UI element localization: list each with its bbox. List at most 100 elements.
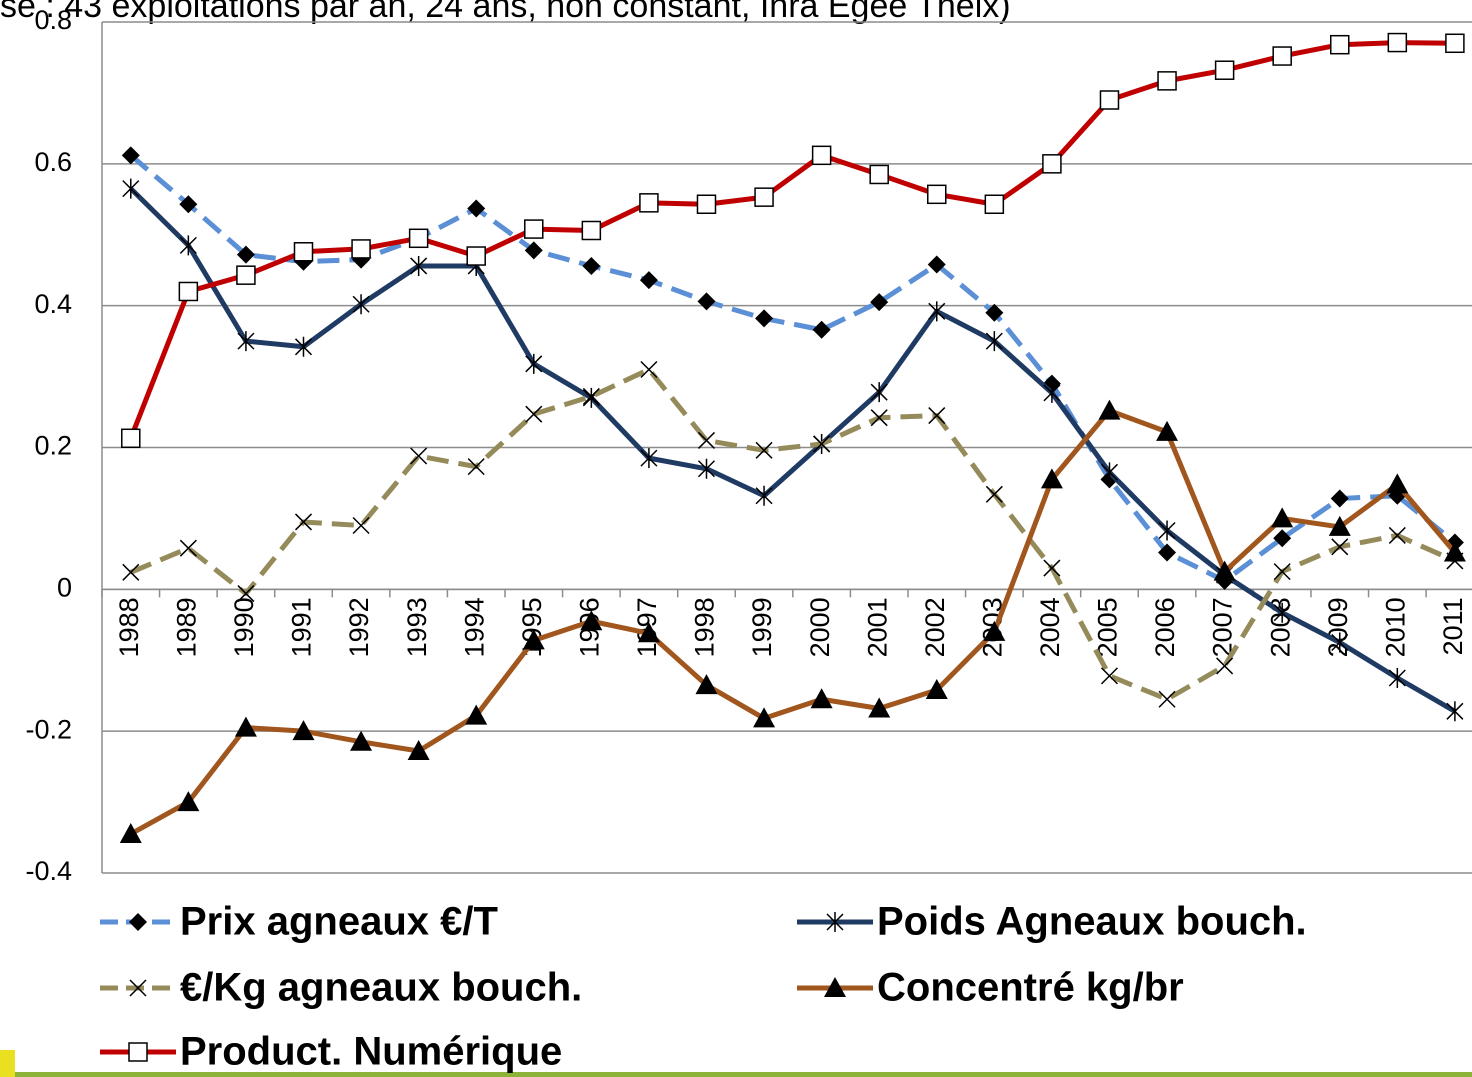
marker <box>870 293 889 312</box>
marker <box>811 145 832 166</box>
legend-label: Concentré kg/br <box>877 966 1184 1010</box>
legend-marker <box>826 912 844 932</box>
marker <box>1331 632 1349 653</box>
marker <box>119 822 142 843</box>
series-line <box>129 408 1457 837</box>
legend-marker <box>824 977 846 997</box>
marker <box>582 256 601 275</box>
marker <box>1273 602 1291 623</box>
series-line <box>128 40 1455 440</box>
marker <box>1271 507 1294 528</box>
x-tick-label: 2007 <box>1208 597 1238 657</box>
marker <box>754 187 774 207</box>
marker <box>1387 32 1408 53</box>
marker <box>294 513 313 531</box>
marker <box>467 458 485 476</box>
marker <box>1443 541 1466 562</box>
marker <box>983 620 1006 641</box>
marker <box>580 610 603 631</box>
chart-title: se : 43 exploitations par an, 24 ans, no… <box>0 0 1011 25</box>
marker <box>1158 543 1177 562</box>
marker <box>1156 420 1179 441</box>
marker <box>810 688 833 709</box>
marker <box>352 294 370 315</box>
marker <box>1100 667 1119 685</box>
x-tick-label: 2005 <box>1093 597 1123 657</box>
marker <box>639 271 658 290</box>
marker <box>237 585 255 603</box>
marker <box>407 740 430 761</box>
marker <box>581 220 602 241</box>
marker <box>1445 33 1465 54</box>
y-tick-label: 0 <box>57 572 72 602</box>
legend-marker <box>128 1042 148 1062</box>
marker <box>351 239 371 259</box>
x-tick-label: 1991 <box>287 597 317 657</box>
x-tick-label: 2011 <box>1438 597 1468 655</box>
x-tick-label: 1988 <box>114 597 144 657</box>
marker <box>1213 560 1236 581</box>
marker <box>637 622 660 643</box>
marker <box>525 405 543 423</box>
series-line <box>129 186 1457 714</box>
marker <box>237 331 255 352</box>
marker <box>927 184 947 205</box>
marker <box>1388 526 1406 544</box>
y-tick-label: 0.4 <box>34 289 72 319</box>
x-tick-label: 2006 <box>1150 597 1180 657</box>
x-tick-label: 1989 <box>171 597 201 657</box>
series-line <box>129 366 1456 702</box>
marker <box>1158 520 1176 541</box>
marker <box>870 382 888 403</box>
marker <box>1330 489 1349 508</box>
marker <box>1388 667 1406 688</box>
marker <box>121 146 140 165</box>
marker <box>812 320 831 339</box>
marker <box>753 707 776 728</box>
marker <box>292 720 315 741</box>
y-tick-label: -0.2 <box>25 714 72 744</box>
footer-bar <box>0 1072 1472 1077</box>
x-tick-label: 2002 <box>920 597 950 657</box>
marker <box>293 242 314 262</box>
marker <box>984 194 1005 215</box>
marker <box>1328 515 1351 536</box>
marker <box>1216 657 1234 675</box>
marker <box>466 246 486 266</box>
marker <box>755 309 774 328</box>
marker <box>928 301 946 322</box>
marker <box>755 485 773 506</box>
marker <box>755 441 773 459</box>
marker <box>1040 468 1063 489</box>
y-tick-label: 0.8 <box>34 5 72 35</box>
marker <box>1273 529 1292 548</box>
marker <box>1330 34 1350 55</box>
series-line <box>129 153 1457 584</box>
marker <box>1157 71 1177 91</box>
marker <box>869 164 889 185</box>
marker <box>1273 563 1291 581</box>
marker <box>236 265 256 285</box>
marker <box>697 458 716 479</box>
marker <box>350 730 373 751</box>
x-tick-label: 1999 <box>747 597 777 657</box>
marker <box>697 431 716 449</box>
legend-label: Prix agneaux €/T <box>180 900 498 944</box>
marker <box>410 255 428 276</box>
marker <box>524 219 544 239</box>
x-tick-label: 1998 <box>690 597 720 657</box>
legend-label: Poids Agneaux bouch. <box>877 900 1307 944</box>
marker <box>640 360 658 379</box>
marker <box>870 409 888 427</box>
footer-square <box>0 1050 15 1077</box>
marker <box>408 228 429 249</box>
y-tick-label: 0.2 <box>34 431 72 461</box>
marker <box>985 303 1004 322</box>
marker <box>813 435 831 453</box>
marker <box>525 353 543 374</box>
marker <box>1446 701 1464 722</box>
legend-label: Product. Numérique <box>180 1030 562 1074</box>
marker <box>985 485 1003 503</box>
marker <box>234 716 257 737</box>
x-tick-label: 2010 <box>1380 597 1410 657</box>
